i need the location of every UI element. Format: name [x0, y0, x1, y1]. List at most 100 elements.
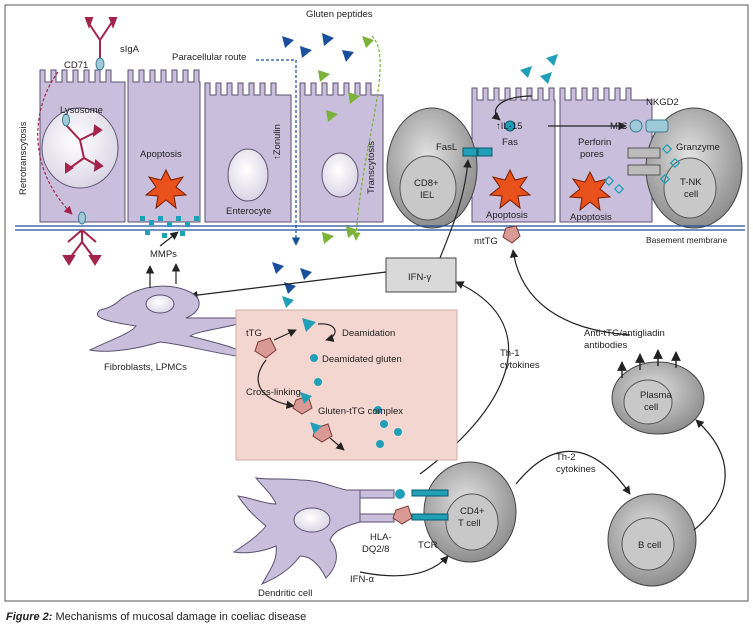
- label-ttg: tTG: [246, 328, 262, 339]
- gluten-ttg-complex-peptide-2: [310, 422, 322, 434]
- siga-antibody-bottom: [62, 211, 102, 266]
- label-basement-membrane: Basement membrane: [646, 235, 728, 245]
- text-labels: sIgA CD71 Retrotranscytosis Lysosome Apo…: [18, 9, 728, 599]
- label-t-cell: T cell: [458, 518, 481, 529]
- deamidated-gluten-dot-4: [380, 420, 388, 428]
- label-mic: MIC: [610, 121, 628, 132]
- deamidated-gluten-dot-3: [374, 406, 382, 414]
- apoptosis-burst-1: [144, 168, 188, 210]
- label-tnk: T-NK: [680, 177, 702, 188]
- label-enterocyte: Enterocyte: [226, 206, 271, 217]
- label-th1: Th-1: [500, 348, 520, 359]
- figure-frame: [4, 4, 749, 602]
- b-cell-to-plasma-arrow: [693, 419, 726, 531]
- gluten-ttg-complex-peptide-1: [300, 392, 312, 404]
- hla-receptor-1: [359, 489, 395, 499]
- ttg-to-peptide-arrow: [273, 329, 297, 341]
- deamidated-gluten-dot-1: [310, 354, 318, 362]
- hla-ttg-complex: [392, 505, 413, 525]
- label-retrotranscytosis: Retrotranscytosis: [18, 121, 29, 195]
- mttg-antibody-arrow: [509, 249, 631, 336]
- hla-antigen-1: [395, 489, 405, 499]
- plasma-cell-nucleus: [623, 379, 673, 425]
- fasl-receptor: [462, 147, 478, 157]
- label-mmps: MMPs: [150, 249, 177, 260]
- gluten-peptide-panel: [302, 318, 316, 332]
- ifn-gamma-to-iel-arrow: [439, 159, 472, 259]
- cross-linking-arrow: [257, 359, 295, 409]
- label-apoptosis-3: Apoptosis: [570, 212, 612, 223]
- label-cd71: CD71: [64, 60, 88, 71]
- mttg-shape: [502, 225, 521, 244]
- mmp-up-arrow-1: [159, 231, 179, 247]
- hla-receptor-2: [359, 513, 395, 523]
- fibroblast-cells: [88, 285, 261, 357]
- fibroblast-nucleus: [145, 294, 175, 314]
- enterocyte-cell-2: [127, 69, 201, 223]
- label-cd8: CD8+: [414, 178, 439, 189]
- ifn-gamma-box: [385, 257, 457, 293]
- label-cd4: CD4+: [460, 506, 485, 517]
- siga-antibody-top: [84, 17, 118, 71]
- label-antibodies: antibodies: [584, 340, 628, 351]
- fas-receptor: [477, 147, 493, 157]
- epithelium: [15, 69, 745, 231]
- label-deamidation: Deamidation: [342, 328, 395, 339]
- cd4-t-cell-nucleus: [445, 493, 499, 551]
- label-b-cell: B cell: [638, 540, 661, 551]
- figure-caption: Figure 2: Mechanisms of mucosal damage i…: [6, 611, 306, 623]
- complex-down-arrow: [329, 437, 345, 451]
- caption-number: Figure 2:: [6, 611, 53, 623]
- label-plasma-cell: cell: [644, 402, 658, 413]
- label-dq28: DQ2/8: [362, 544, 389, 555]
- label-apoptosis-2: Apoptosis: [486, 210, 528, 221]
- label-deamidated-gluten: Deamidated gluten: [322, 354, 402, 365]
- gluten-peptides-blue: [272, 33, 354, 294]
- th2-arrow: [515, 451, 631, 495]
- deamidation-arrow: [317, 323, 336, 342]
- enterocyte-cell-5: [471, 87, 556, 223]
- label-apoptosis-1: Apoptosis: [140, 149, 182, 160]
- nkgd2-receptor: [645, 119, 669, 133]
- apoptosis-burst-3: [568, 170, 612, 212]
- deamidated-gluten-dot-6: [376, 440, 384, 448]
- tcr-receptor-2: [411, 513, 449, 521]
- label-ifn-alpha: IFN-α: [350, 574, 374, 585]
- label-gluten-ttg-complex: Gluten-tTG complex: [318, 406, 403, 417]
- enterocyte-nucleus: [227, 148, 269, 202]
- perforin-pore-2: [627, 164, 661, 176]
- label-paracellular-route: Paracellular route: [172, 52, 246, 63]
- label-fas: Fas: [502, 137, 518, 148]
- deamidated-gluten-dot-2: [314, 378, 322, 386]
- retrotranscytosis-arrow: [37, 71, 73, 215]
- caption-title: Mechanisms of mucosal damage in coeliac …: [55, 611, 307, 623]
- ifn-gamma-to-fibroblast-arrow: [189, 271, 387, 300]
- apoptosis-burst-2: [488, 168, 532, 210]
- gluten-peptides-teal: [282, 54, 558, 308]
- perforin-pore-1: [627, 147, 661, 159]
- label-tnk-cell: cell: [684, 189, 698, 200]
- label-granzyme: Granzyme: [676, 142, 720, 153]
- deamidation-panel: [235, 309, 458, 461]
- dendritic-cell-nucleus: [293, 507, 331, 533]
- gluten-peptides-green: [318, 36, 374, 244]
- b-cell-nucleus: [621, 517, 675, 571]
- label-perforin: Perforin: [578, 137, 611, 148]
- label-siga: sIgA: [120, 44, 140, 55]
- label-lysosome: Lysosome: [60, 105, 103, 116]
- enterocyte-cell-4: [299, 82, 384, 223]
- ttg-pentagon: [254, 337, 277, 359]
- lysosome: [41, 107, 119, 189]
- tcr-receptor-1: [411, 489, 449, 497]
- label-th2-cytokines: cytokines: [556, 464, 596, 475]
- label-transcytosis: Transcytosis: [366, 141, 377, 194]
- label-plasma: Plasma: [640, 390, 672, 401]
- label-zonulin: ↑Zonulin: [272, 124, 283, 160]
- label-ifn-gamma: IFN-γ: [408, 272, 431, 283]
- label-mttg: mtTG: [474, 236, 498, 247]
- mic-receptor: [629, 119, 643, 133]
- label-th2: Th-2: [556, 452, 576, 463]
- label-fibroblasts: Fibroblasts, LPMCs: [104, 362, 187, 373]
- label-hla: HLA-: [370, 532, 392, 543]
